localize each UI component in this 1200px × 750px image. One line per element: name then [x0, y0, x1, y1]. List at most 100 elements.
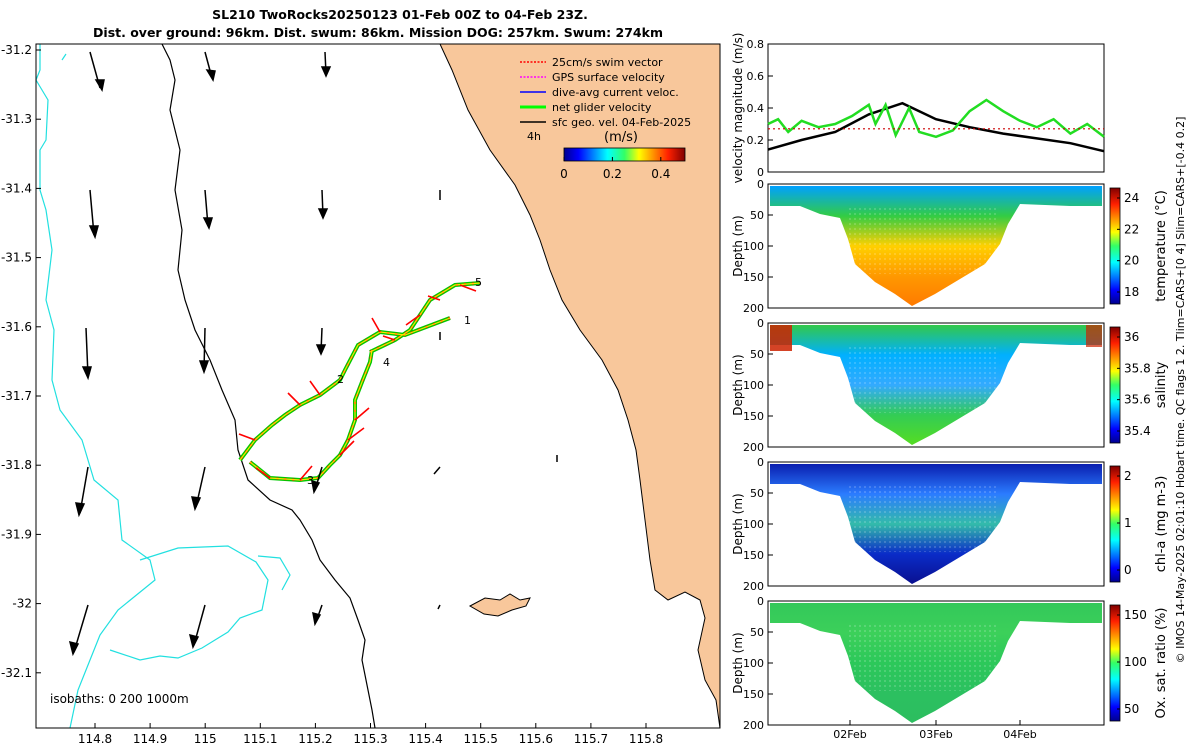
- velocity-panel: 0 0.2 0.4 0.6 0.8 velocity magnitude (m/s): [731, 33, 1105, 183]
- map-colorbar: [563, 147, 686, 162]
- section-ylabel: Depth (m): [731, 632, 745, 693]
- land-island: [468, 593, 531, 617]
- section-y-tick-label: 50: [750, 209, 764, 222]
- section-colorbar: [1109, 604, 1121, 722]
- geostrophic-arrows: [68, 51, 558, 657]
- section-colorbar: [1109, 465, 1121, 583]
- velocity-frame: [767, 43, 1105, 173]
- map-y-tick-label: -32.1: [1, 666, 32, 680]
- section-colorbar-tick-label: 18: [1124, 285, 1139, 299]
- map-y-axis: -31.2 -31.3 -31.4 -31.5 -31.6 -31.7 -31.8 -31.9…: [1, 43, 41, 680]
- section-y-tick-label: 150: [743, 688, 764, 701]
- title-line-2: Dist. over ground: 96km. Dist. swum: 86k…: [93, 25, 663, 40]
- section-colorbar-tick-label: 24: [1124, 191, 1139, 205]
- map-y-tick-label: -31.7: [1, 389, 32, 403]
- section-edge-patch: [770, 325, 792, 351]
- section-ylabel: Depth (m): [731, 493, 745, 554]
- waypoint-label-1: 1: [464, 314, 471, 327]
- section-y-tick-label: 0: [757, 178, 764, 191]
- legend-label-dive-avg: dive-avg current veloc.: [552, 86, 679, 99]
- colorbar-tick-label: 0.2: [603, 167, 622, 181]
- legend-label-net: net glider velocity: [552, 101, 652, 114]
- isobath-1000-c: [257, 555, 291, 591]
- section-y-tick-label: 50: [750, 626, 764, 639]
- section-colorbar-label: Ox. sat. ratio (%): [1154, 608, 1169, 719]
- section-colorbar-tick-label: 0: [1124, 563, 1132, 577]
- isobath-1000-b: [61, 53, 269, 661]
- swim-vector-arrows: [238, 284, 477, 481]
- section-y-tick-label: 50: [750, 348, 764, 361]
- section-colorbar-tick-label: 35.8: [1124, 361, 1151, 375]
- velocity-series-2: [767, 98, 1105, 139]
- velocity-y-tick-label: 0.8: [747, 38, 765, 51]
- waypoint-label-2: 2: [337, 373, 344, 386]
- section-edge-patch: [1086, 325, 1102, 347]
- section-data-field: [770, 464, 1102, 584]
- map-x-tick-label: 115.2: [298, 732, 332, 746]
- velocity-y-axis: 0 0.2 0.4 0.6 0.8: [747, 38, 773, 179]
- section-colorbar-tick-label: 36: [1124, 330, 1139, 344]
- waypoint-label-3: 3: [307, 474, 314, 487]
- map-panel: 1 2 3 4 5 25cm/s swim vector GPS surface…: [1, 43, 721, 746]
- isobath-200: [161, 43, 376, 729]
- map-x-tick-label: 115.5: [464, 732, 498, 746]
- section-data-field: [770, 186, 1102, 306]
- map-x-tick-label: 115.1: [243, 732, 277, 746]
- map-legend: 25cm/s swim vector GPS surface velocity …: [520, 56, 691, 129]
- section-colorbar-tick-label: 2: [1124, 469, 1132, 483]
- section-y-tick-label: 100: [743, 657, 764, 670]
- section-y-tick-label: 150: [743, 271, 764, 284]
- section-y-tick-label: 0: [757, 317, 764, 330]
- section-y-tick-label: 150: [743, 410, 764, 423]
- map-x-tick-label: 115.8: [629, 732, 663, 746]
- section-y-tick-label: 100: [743, 379, 764, 392]
- section-colorbar-tick-label: 1: [1124, 516, 1132, 530]
- section-y-tick-label: 200: [743, 441, 764, 454]
- velocity-y-tick-label: 0.2: [747, 134, 765, 147]
- colorbar-tick-label: 0: [560, 167, 568, 181]
- section-data-field: [770, 603, 1102, 723]
- legend-label-swim: 25cm/s swim vector: [552, 56, 663, 69]
- map-y-tick-label: -31.6: [1, 320, 32, 334]
- map-x-tick-label: 115.6: [519, 732, 553, 746]
- section-colorbar-tick-label: 22: [1124, 222, 1139, 236]
- section-y-tick-label: 0: [757, 456, 764, 469]
- section-ylabel: Depth (m): [731, 354, 745, 415]
- map-y-tick-label: -31.9: [1, 527, 32, 541]
- waypoint-label-5: 5: [475, 276, 482, 289]
- velocity-y-tick-label: 0: [757, 166, 764, 179]
- legend-label-gps: GPS surface velocity: [552, 71, 665, 84]
- section-y-tick-label: 200: [743, 302, 764, 315]
- map-x-tick-label: 115.3: [353, 732, 387, 746]
- land-mainland: [439, 43, 721, 729]
- map-colorbar-ticks: 0 0.2 0.4: [560, 157, 670, 181]
- section-y-tick-label: 150: [743, 549, 764, 562]
- section-y-tick-label: 50: [750, 487, 764, 500]
- velocity-series-1: [767, 101, 1105, 153]
- map-x-axis: 114.8 114.9 115 115.1 115.2 115.3 115.4 115.5 11…: [78, 723, 663, 746]
- section-x-tick-label: 02Feb: [833, 728, 866, 741]
- section-colorbar-tick-label: 50: [1124, 702, 1139, 716]
- isobaths-label: isobaths: 0 200 1000m: [50, 692, 189, 706]
- section-colorbar-tick-label: 100: [1124, 655, 1147, 669]
- velocity-y-tick-label: 0.4: [747, 102, 765, 115]
- section-colorbar-label: temperature (°C): [1154, 190, 1169, 302]
- section-ylabel: Depth (m): [731, 215, 745, 276]
- velocity-lines: [767, 98, 1105, 153]
- waypoint-label-4: 4: [383, 356, 390, 369]
- map-x-tick-label: 114.9: [133, 732, 167, 746]
- map-y-tick-label: -31.2: [1, 43, 32, 57]
- section-panel-3: 0 50 100 150 200 Depth (m) 2 1 0 chl-a (mg m-3): [731, 456, 1169, 593]
- section-colorbar-tick-label: 35.6: [1124, 393, 1151, 407]
- section-colorbar-label: chl-a (mg m-3): [1154, 476, 1169, 573]
- section-y-tick-label: 100: [743, 518, 764, 531]
- section-colorbar: [1109, 187, 1121, 305]
- section-colorbar-label: salinity: [1154, 361, 1169, 408]
- legend-label-geo: sfc geo. vel. 04-Feb-2025: [552, 116, 691, 129]
- map-x-tick-label: 115.4: [408, 732, 442, 746]
- glider-track: [238, 281, 481, 483]
- colorbar-tick-label: 0.4: [651, 167, 670, 181]
